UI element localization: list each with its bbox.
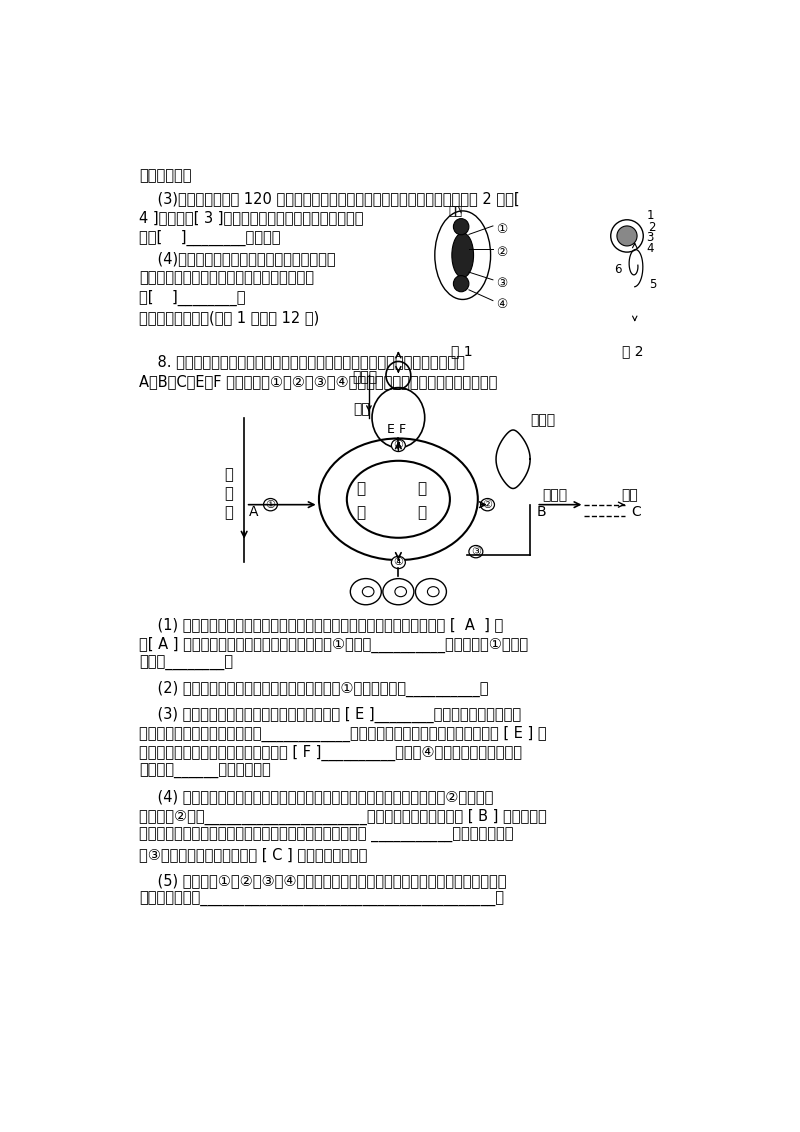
Text: 肺泡: 肺泡 [354,402,370,417]
Text: (3) 组织细胞进行呼吸作用所需的气体是图中 [ E ]________，其进入到肺部毛细血: (3) 组织细胞进行呼吸作用所需的气体是图中 [ E ]________，其进入… [138,706,521,722]
Text: (1) 某同学喝了一袋牛奶，牛奶中的蛋白质经彻底消化后形成的营养物质 [  A  ] 是: (1) 某同学喝了一袋牛奶，牛奶中的蛋白质经彻底消化后形成的营养物质 [ A ]… [138,617,503,632]
Text: B: B [536,505,546,518]
Text: 循: 循 [357,481,366,496]
Text: 尿液的作用。: 尿液的作用。 [138,169,191,183]
Text: 肾小囊: 肾小囊 [530,413,555,427]
Text: (2) 这袋牛奶中含量最多而且可直接完成过程①的营养物质是__________。: (2) 这袋牛奶中含量最多而且可直接完成过程①的营养物质是__________。 [138,681,488,697]
Text: 。该液体流经肾小管时，大部分的水和部分无机盐以及全部 ___________被肾小管经过过: 。该液体流经肾小管时，大部分的水和部分无机盐以及全部 ___________被肾… [138,829,514,843]
Text: 消: 消 [224,468,233,482]
Text: 蛋白质: 蛋白质 [352,370,377,384]
Text: C: C [631,505,641,518]
Ellipse shape [454,275,469,292]
Text: (5) 完成图中①、②、③、④过程都与毛细血管有关，请写出一条毛细血管适于物质: (5) 完成图中①、②、③、④过程都与毛细血管有关，请写出一条毛细血管适于物质 [138,873,506,887]
Ellipse shape [617,226,637,246]
Ellipse shape [263,498,278,511]
Text: 道: 道 [224,506,233,521]
Text: 图 2: 图 2 [622,344,643,358]
Text: ，[ A ] 通过消化道壁进入血液循环系统的过程①，称作__________，完成过程①的主要: ，[ A ] 通过消化道壁进入血液循环系统的过程①，称作__________，完… [138,636,528,652]
Text: 5: 5 [650,278,657,291]
Text: E: E [386,423,394,437]
Text: 管的血液中，主要由血细胞中的____________运输才能到达组织细胞处。组织细胞在 [ E ] 的: 管的血液中，主要由血细胞中的____________运输才能到达组织细胞处。组织… [138,726,546,741]
Text: ②: ② [496,246,507,259]
Text: A: A [249,505,258,518]
Text: ③: ③ [471,547,481,557]
Text: 4 ]肾小球和[ 3 ]肾小囊组成肾小体，肾单位包括肾小: 4 ]肾小球和[ 3 ]肾小囊组成肾小体，肾单位包括肾小 [138,211,363,225]
Text: 白质，则判断此人发生病变的部位可能是肾脏: 白质，则判断此人发生病变的部位可能是肾脏 [138,271,314,285]
Text: 环: 环 [417,481,426,496]
Text: 肾小管: 肾小管 [542,488,568,501]
Text: ③: ③ [496,276,507,290]
Text: 2: 2 [648,221,655,233]
Text: F: F [398,423,406,437]
Text: ②: ② [482,499,493,509]
Ellipse shape [391,556,406,568]
Text: 4: 4 [646,242,654,255]
Ellipse shape [481,498,494,511]
Text: 化: 化 [224,487,233,501]
Text: 三、分析说明题：(每空 1 分，共 12 分): 三、分析说明题：(每空 1 分，共 12 分) [138,310,319,325]
Ellipse shape [391,439,406,452]
Text: (3)每个肾脏大约由 120 万个肾单位构成，肾单位是形成尿液的基本单位。图 2 中的[: (3)每个肾脏大约由 120 万个肾单位构成，肾单位是形成尿液的基本单位。图 2… [138,191,519,206]
Text: (4)若某人多次检测到尿液中含有大分子的蛋: (4)若某人多次检测到尿液中含有大分子的蛋 [138,251,335,266]
Ellipse shape [452,233,474,277]
Text: A、B、C、E、F 表示物质，①、②、③、④表示生理过程。请据图回答下列问题：: A、B、C、E、F 表示物质，①、②、③、④表示生理过程。请据图回答下列问题： [138,374,497,388]
Text: 囊，过程②称作______________________。进入肾小囊之后形成的 [ B ] 液体，称作: 囊，过程②称作______________________。进入肾小囊之后形成的… [138,809,546,825]
Text: 交换的结构特点________________________________________。: 交换的结构特点_________________________________… [138,892,504,907]
Text: ①: ① [496,223,507,235]
Text: 系: 系 [357,506,366,521]
Text: 体外: 体外 [622,488,638,501]
Text: 的[    ]________。: 的[ ]________。 [138,290,246,306]
Ellipse shape [469,546,483,558]
Text: 6: 6 [614,263,622,276]
Text: 3: 3 [646,231,654,245]
Text: 体和[    ]________两部分。: 体和[ ]________两部分。 [138,230,280,246]
Text: 血管: 血管 [449,205,462,218]
Ellipse shape [454,218,469,234]
Text: ①: ① [266,499,275,509]
Text: ④: ④ [394,557,403,567]
Text: 统: 统 [417,506,426,521]
Text: ④: ④ [496,298,507,310]
Text: 程③重新吸收，其余的形成了 [ C ] 尿液，排出体外。: 程③重新吸收，其余的形成了 [ C ] 尿液，排出体外。 [138,848,367,863]
Text: 器官是________。: 器官是________。 [138,655,233,670]
Text: 图 1: 图 1 [451,344,473,358]
Text: 过气体的______作用实现的。: 过气体的______作用实现的。 [138,764,270,779]
Text: 8. 下面是与人体消化、呼吸、循环、泌尿系统等的相关生理过程示意图，其中: 8. 下面是与人体消化、呼吸、循环、泌尿系统等的相关生理过程示意图，其中 [138,354,465,369]
Text: 1: 1 [646,209,654,222]
Text: (4) 血液中的部分水分、无机盐、葡萄糖和含氮废物（如尿素）通过过程②进入肾小: (4) 血液中的部分水分、无机盐、葡萄糖和含氮废物（如尿素）通过过程②进入肾小 [138,790,493,805]
Text: 参与下将葡萄糖等营养物质分解为水和 [ F ]__________。过程④表示气体交换，它是通: 参与下将葡萄糖等营养物质分解为水和 [ F ]__________。过程④表示气… [138,745,522,761]
Text: ④: ④ [394,440,403,451]
